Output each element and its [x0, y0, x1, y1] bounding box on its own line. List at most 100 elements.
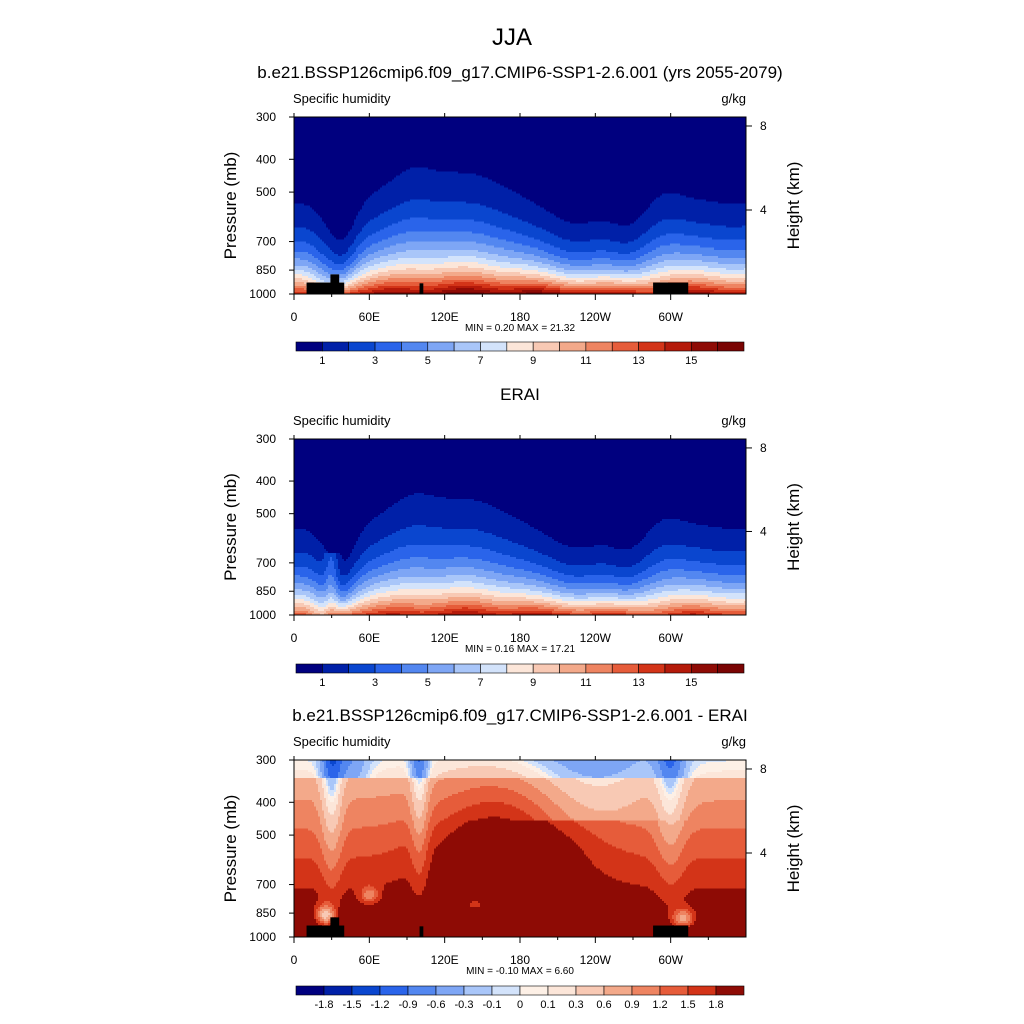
field-cell: [330, 848, 335, 852]
field-cell: [658, 824, 685, 827]
field-cell: [706, 762, 747, 765]
field-cell: [366, 237, 389, 241]
field-cell: [326, 804, 337, 807]
field-cell: [294, 279, 309, 283]
field-cell: [690, 812, 747, 815]
field-cell: [368, 221, 399, 225]
field-cell: [368, 523, 529, 526]
field-cell: [582, 848, 623, 852]
field-cell: [324, 253, 339, 257]
field-cell: [554, 824, 581, 827]
field-cell: [324, 856, 341, 860]
field-cell: [462, 824, 555, 827]
field-cell: [328, 245, 351, 249]
field-cell: [588, 806, 623, 809]
field-cell: [470, 788, 509, 791]
field-cell: [380, 213, 509, 217]
field-cell: [410, 830, 417, 834]
field-cell: [650, 888, 695, 892]
field-cell: [324, 762, 327, 765]
field-cell: [426, 800, 431, 803]
field-cell: [524, 559, 557, 562]
field-cell: [294, 449, 747, 452]
field-cell: [322, 217, 357, 221]
field-cell: [356, 561, 369, 564]
field-cell: [356, 263, 363, 267]
field-cell: [294, 261, 313, 265]
field-cell: [584, 826, 643, 829]
field-cell: [652, 575, 747, 578]
field-cell: [610, 239, 635, 243]
field-cell: [424, 822, 429, 825]
field-cell: [530, 814, 549, 817]
field-cell: [538, 772, 547, 775]
field-cell: [338, 565, 355, 568]
field-cell: [326, 842, 337, 846]
field-cell: [328, 884, 337, 888]
field-cell: [608, 784, 657, 787]
field-cell: [314, 888, 349, 892]
field-cell: [550, 211, 645, 215]
field-cell: [408, 770, 411, 773]
field-cell: [336, 237, 345, 241]
field-cell: [412, 886, 425, 890]
field-cell: [704, 269, 747, 273]
field-cell: [538, 788, 561, 791]
field-cell: [626, 822, 659, 825]
field-cell: [562, 808, 595, 811]
field-cell: [592, 832, 651, 836]
field-cell: [534, 601, 557, 604]
field-cell: [378, 764, 407, 767]
field-cell: [414, 864, 425, 868]
field-cell: [668, 914, 673, 918]
field-cell: [364, 203, 401, 207]
colorbar-box: [453, 341, 481, 352]
field-cell: [624, 778, 655, 781]
field-cell: [294, 273, 303, 277]
field-cell: [366, 255, 381, 259]
y-tick-label: 1000: [249, 608, 276, 622]
field-cell: [350, 255, 359, 259]
field-cell: [352, 603, 359, 606]
field-cell: [388, 259, 497, 263]
field-cell: [294, 203, 305, 207]
field-cell: [568, 603, 597, 606]
field-cell: [336, 581, 341, 584]
field-cell: [504, 247, 539, 251]
field-cell: [322, 784, 327, 787]
field-cell: [332, 764, 335, 767]
field-cell: [428, 557, 455, 560]
field-cell: [352, 281, 359, 285]
field-cell: [370, 545, 407, 548]
field-cell: [380, 581, 455, 584]
field-cell: [646, 265, 665, 269]
field-cell: [340, 788, 345, 791]
field-cell: [334, 922, 673, 926]
field-cell: [308, 611, 315, 614]
field-cell: [294, 225, 327, 229]
field-cell: [354, 251, 363, 255]
field-cell: [294, 469, 747, 472]
field-cell: [428, 217, 519, 221]
field-cell: [410, 832, 419, 836]
field-cell: [688, 279, 693, 283]
field-cell: [686, 764, 693, 767]
field-cell: [412, 796, 417, 799]
field-cell: [346, 275, 353, 279]
field-cell: [294, 521, 371, 524]
field-cell: [694, 888, 747, 892]
field-cell: [294, 832, 315, 836]
figure-title: JJA: [492, 24, 532, 51]
field-cell: [344, 788, 411, 791]
field-cell: [414, 844, 423, 848]
field-cell: [350, 229, 363, 233]
field-cell: [668, 792, 673, 795]
field-cell: [478, 818, 511, 821]
field-cell: [410, 790, 415, 793]
field-cell: [348, 231, 361, 235]
field-cell: [580, 802, 633, 805]
field-cell: [610, 257, 637, 261]
field-cell: [612, 774, 657, 777]
field-cell: [562, 605, 659, 608]
field-cell: [356, 798, 407, 801]
